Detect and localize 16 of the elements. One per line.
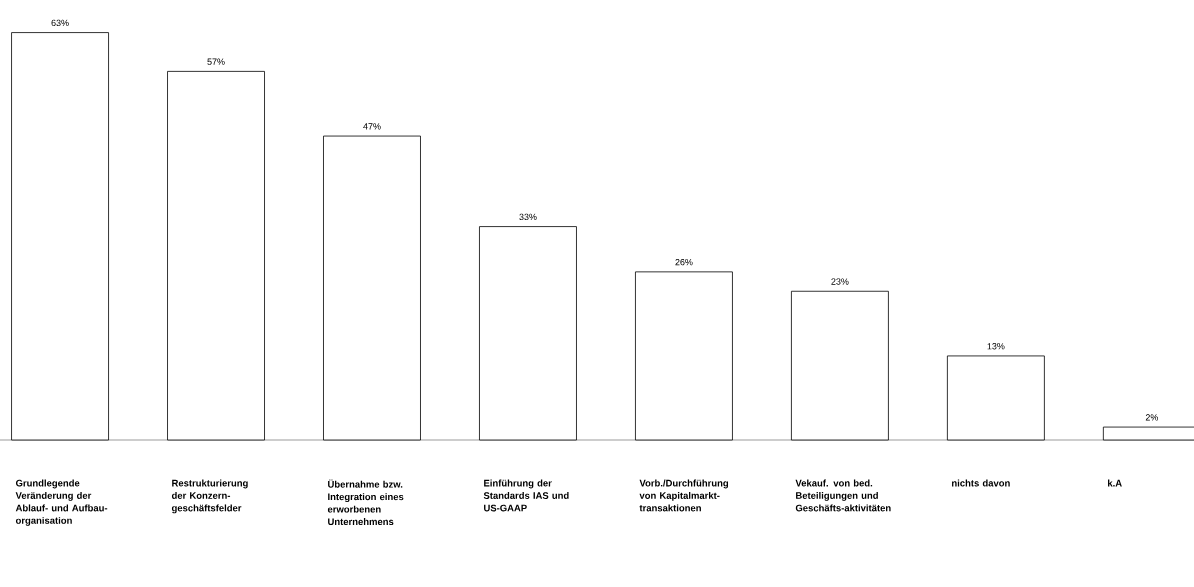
data-label: 13%: [987, 343, 1005, 350]
x-tick-label: Einführung der Standards IAS und US-GAAP: [483, 479, 569, 512]
data-label: 26%: [675, 258, 693, 266]
x-tick-label: Restrukturierung der Konzern-geschäftsfelder: [171, 479, 248, 514]
data-label: 57%: [207, 58, 225, 65]
data-label: 63%: [51, 19, 69, 27]
data-label: 2%: [1145, 414, 1159, 421]
x-tick-label: Vekauf. von bed. Beteiligungen und Geschäfts-aktivitäten: [795, 479, 891, 512]
x-tick-label: k.A: [1108, 479, 1122, 487]
data-label: 33%: [519, 213, 537, 221]
x-tick-label: Übernahme bzw. Integration eines erworbenen Unternehmens: [327, 479, 404, 526]
x-tick-label: Vorb./Durchführung von Kapitalmarkt-transaktionen: [639, 479, 729, 512]
data-label: 47%: [363, 123, 381, 130]
x-tick-label: nichts davon: [952, 479, 1010, 487]
data-label: 23%: [831, 278, 849, 285]
x-tick-label: Grundlegende Veränderung der Ablauf- und Aufbau-organisation: [15, 479, 108, 526]
